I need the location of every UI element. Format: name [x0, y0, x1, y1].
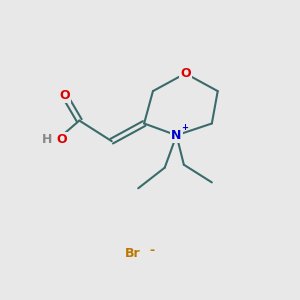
Text: +: +: [181, 122, 188, 131]
Text: O: O: [56, 133, 67, 146]
Text: N: N: [171, 129, 182, 142]
Text: O: O: [59, 89, 70, 102]
Text: Br: Br: [124, 247, 140, 260]
Text: -: -: [149, 244, 154, 256]
Text: H: H: [42, 133, 52, 146]
Text: O: O: [180, 67, 190, 80]
